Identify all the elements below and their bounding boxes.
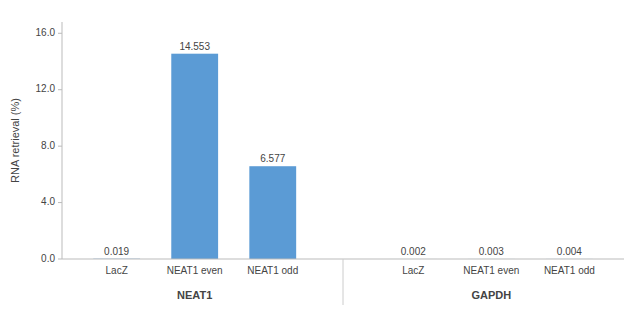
bars <box>93 54 593 259</box>
data-label: 0.019 <box>104 246 129 257</box>
chart-svg: 0.0 4.0 8.0 12.0 16.0 RNA retrieval (%) LacZ 0.… <box>0 0 640 327</box>
data-label: 6.577 <box>260 153 285 164</box>
data-label: 0.003 <box>479 246 504 257</box>
x-tick-label: NEAT1 even <box>463 265 519 276</box>
y-tick <box>58 33 62 34</box>
x-tick-label: NEAT1 odd <box>247 265 298 276</box>
x-tick-label: LacZ <box>402 265 424 276</box>
x-tick-label: NEAT1 odd <box>544 265 595 276</box>
y-axis-label: RNA retrieval (%) <box>9 98 21 183</box>
y-tick-label: 8.0 <box>41 140 55 151</box>
bar <box>171 54 218 259</box>
y-tick-label: 4.0 <box>41 196 55 207</box>
x-tick-label: NEAT1 even <box>167 265 223 276</box>
y-tick <box>58 202 62 203</box>
data-label: 0.002 <box>401 246 426 257</box>
chart-container: 0.0 4.0 8.0 12.0 16.0 RNA retrieval (%) LacZ 0.… <box>0 0 640 327</box>
x-tick-label: LacZ <box>106 265 128 276</box>
y-tick-label: 16.0 <box>36 27 56 38</box>
y-axis-line <box>62 22 63 259</box>
data-label: 0.004 <box>557 246 582 257</box>
group-label: GAPDH <box>471 289 511 301</box>
y-tick <box>58 259 62 260</box>
y-tick-label: 12.0 <box>36 83 56 94</box>
group-separator <box>343 259 344 305</box>
y-tick-label: 0.0 <box>41 253 55 264</box>
group-label: NEAT1 <box>177 289 212 301</box>
y-tick <box>58 89 62 90</box>
y-tick <box>58 146 62 147</box>
bar <box>249 166 296 259</box>
data-label: 14.553 <box>179 41 210 52</box>
